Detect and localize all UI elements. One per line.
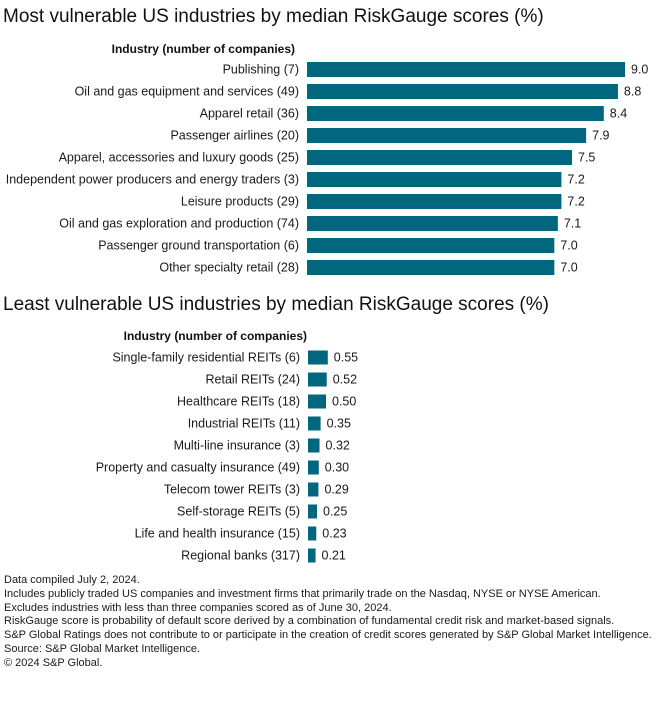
value-label: 0.23 xyxy=(322,527,346,541)
bar xyxy=(308,548,316,563)
category-label: Single-family residential REITs (6) xyxy=(112,351,300,365)
chart-2-least-vulnerable: Single-family residential REITs (6) 0.55 R… xyxy=(96,350,358,563)
bar xyxy=(308,394,326,409)
note-data-compiled: Data compiled July 2, 2024. xyxy=(4,574,140,586)
note-ratings-disclaimer: S&P Global Ratings does not contribute t… xyxy=(4,629,652,642)
bar xyxy=(307,194,562,209)
bar xyxy=(307,84,618,99)
chart-1-category-header: Industry (number of companies) xyxy=(111,42,295,56)
bar xyxy=(307,62,625,77)
bar xyxy=(307,106,604,121)
bar xyxy=(308,504,317,519)
note-riskgauge-definition: RiskGauge score is probability of defaul… xyxy=(4,615,615,628)
category-label: Self-storage REITs (5) xyxy=(177,505,300,519)
value-label: 0.50 xyxy=(332,395,356,409)
category-label: Property and casualty insurance (49) xyxy=(96,461,300,475)
value-label: 0.35 xyxy=(327,417,351,431)
category-label: Apparel retail (36) xyxy=(200,107,299,121)
category-label: Retail REITs (24) xyxy=(206,373,300,387)
bar xyxy=(308,438,320,453)
bar xyxy=(307,216,558,231)
value-label: 8.8 xyxy=(624,85,641,99)
value-label: 7.2 xyxy=(567,195,584,209)
value-label: 7.9 xyxy=(592,129,609,143)
bar xyxy=(307,150,572,165)
category-label: Oil and gas equipment and services (49) xyxy=(75,85,299,99)
category-label: Multi-line insurance (3) xyxy=(174,439,300,453)
category-label: Other specialty retail (28) xyxy=(159,261,299,275)
category-label: Leisure products (29) xyxy=(181,195,299,209)
note-source: Source: S&P Global Market Intelligence. xyxy=(4,642,201,655)
value-label: 0.21 xyxy=(322,549,346,563)
value-label: 7.0 xyxy=(560,239,577,253)
category-label: Life and health insurance (15) xyxy=(135,527,300,541)
bar xyxy=(308,350,328,365)
value-label: 7.1 xyxy=(564,217,581,231)
value-label: 0.25 xyxy=(323,505,347,519)
value-label: 0.32 xyxy=(326,439,350,453)
note-includes: Includes publicly traded US companies an… xyxy=(4,587,601,600)
bar xyxy=(307,238,555,253)
chart-2-title: Least vulnerable US industries by median… xyxy=(3,294,549,315)
category-label: Independent power producers and energy t… xyxy=(6,173,299,187)
chart-1-most-vulnerable: Publishing (7) 9.0 Oil and gas equipment a… xyxy=(6,62,648,275)
note-excludes: Excludes industries with less than three… xyxy=(4,601,392,614)
category-label: Healthcare REITs (18) xyxy=(177,395,300,409)
category-label: Passenger airlines (20) xyxy=(170,129,299,143)
chart-2-category-header: Industry (number of companies) xyxy=(123,329,307,343)
category-label: Oil and gas exploration and production (… xyxy=(59,217,299,231)
category-label: Passenger ground transportation (6) xyxy=(98,239,299,253)
value-label: 0.30 xyxy=(325,461,349,475)
category-label: Regional banks (317) xyxy=(181,549,300,563)
chart-1-title: Most vulnerable US industries by median … xyxy=(3,6,544,27)
bar xyxy=(307,260,555,275)
category-label: Apparel, accessories and luxury goods (2… xyxy=(59,151,299,165)
bar xyxy=(307,128,587,143)
note-copyright: © 2024 S&P Global. xyxy=(4,656,103,669)
bar xyxy=(308,482,319,497)
bar xyxy=(308,526,317,541)
category-label: Publishing (7) xyxy=(223,63,299,77)
footnotes: Data compiled July 2, 2024. Includes pub… xyxy=(4,574,654,671)
category-label: Industrial REITs (11) xyxy=(188,417,300,431)
bar xyxy=(307,172,562,187)
value-label: 8.4 xyxy=(610,107,627,121)
value-label: 7.0 xyxy=(560,261,577,275)
category-label: Telecom tower REITs (3) xyxy=(164,483,300,497)
value-label: 0.29 xyxy=(324,483,348,497)
value-label: 7.2 xyxy=(567,173,584,187)
value-label: 0.52 xyxy=(333,373,357,387)
value-label: 7.5 xyxy=(578,151,595,165)
value-label: 9.0 xyxy=(631,63,648,77)
bar xyxy=(308,372,327,387)
value-label: 0.55 xyxy=(334,351,358,365)
bar xyxy=(308,460,319,475)
bar xyxy=(308,416,321,431)
